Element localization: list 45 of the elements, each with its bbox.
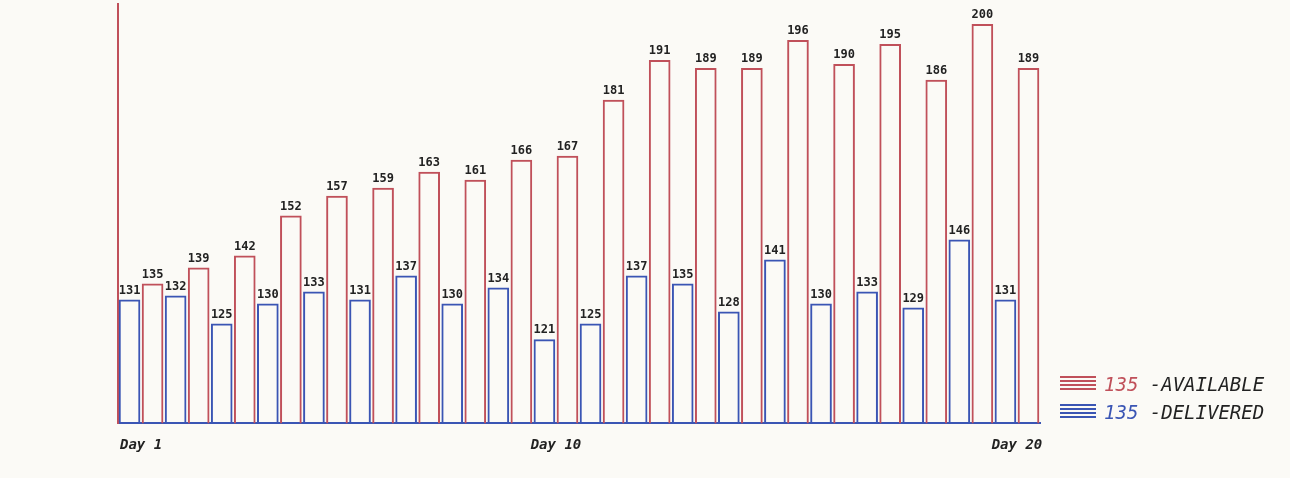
data-label: 125 [579, 306, 602, 321]
data-label: 132 [164, 278, 187, 293]
x-tick-label: Day 10 [529, 436, 582, 453]
data-label: 121 [533, 322, 556, 337]
legend-label: 135 -DELIVERED [1104, 401, 1265, 423]
data-label: 200 [971, 7, 994, 22]
data-label: 146 [948, 222, 971, 237]
data-label: 131 [118, 282, 141, 297]
data-label: 131 [994, 282, 1017, 297]
data-label: 195 [879, 27, 902, 42]
data-label: 152 [280, 198, 302, 213]
data-label: 186 [925, 62, 948, 77]
data-label: 163 [418, 154, 441, 169]
data-label: 196 [787, 23, 809, 38]
data-label: 161 [464, 162, 487, 177]
legend-label: 135 -AVAILABLE [1104, 373, 1265, 395]
data-label: 135 [671, 266, 694, 281]
data-label: 130 [810, 286, 832, 301]
data-label: 133 [303, 274, 325, 289]
data-label: 189 [741, 51, 763, 65]
data-label: 181 [602, 82, 625, 97]
data-label: 159 [372, 170, 394, 185]
data-label: 166 [510, 142, 533, 157]
data-label: 191 [648, 43, 671, 58]
x-tick-label: Day 1 [118, 436, 163, 453]
data-label: 128 [717, 294, 740, 309]
data-label: 133 [856, 274, 878, 289]
data-label: 141 [764, 242, 786, 257]
data-label: 134 [487, 270, 510, 285]
data-label: 130 [256, 286, 279, 301]
data-label: 167 [556, 138, 579, 153]
data-label: 139 [187, 250, 210, 265]
data-label: 135 [141, 266, 164, 281]
data-label: 130 [441, 286, 464, 301]
data-label: 189 [1017, 51, 1040, 65]
x-tick-label: Day 20 [990, 436, 1043, 453]
data-label: 157 [326, 178, 348, 193]
data-label: 189 [694, 51, 717, 65]
data-label: 125 [210, 306, 233, 321]
data-label: 137 [395, 258, 417, 273]
data-label: 131 [349, 282, 371, 297]
data-label: 142 [233, 238, 256, 253]
data-label: 137 [625, 258, 648, 273]
data-label: 190 [833, 47, 855, 62]
data-label: 129 [902, 290, 925, 305]
